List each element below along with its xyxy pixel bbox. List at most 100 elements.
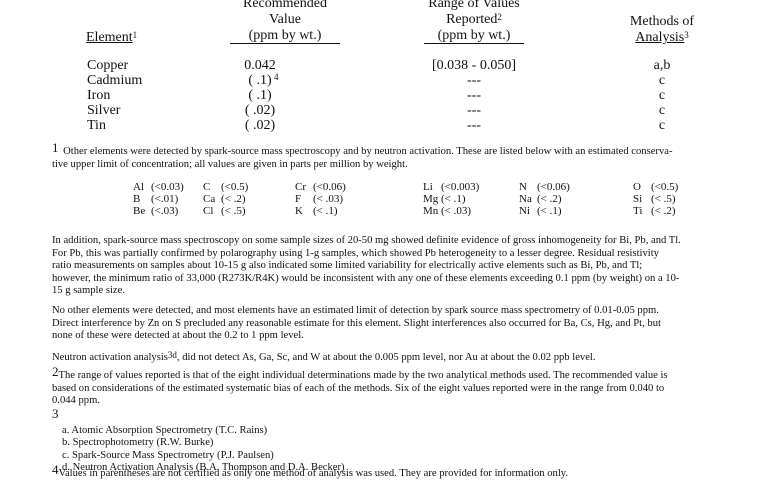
cell-methods: c [658, 73, 666, 88]
cell-range: --- [467, 118, 481, 133]
cell-methods: c [658, 118, 666, 133]
cell-element: Iron [87, 88, 111, 103]
element-symbol: F [295, 193, 302, 205]
header-range-line1: Range of Values [428, 0, 520, 11]
cell-range: --- [467, 103, 481, 118]
footnote-4: 4Values in parentheses are not certified… [52, 463, 569, 481]
element-limit: (<0.06) [537, 181, 570, 193]
paragraph-line: ratio measurements on samples about 10-1… [52, 260, 643, 272]
header-value: Recommended Value (ppm by wt.) [230, 0, 340, 44]
element-limit: (< .2) [651, 205, 676, 217]
footnote-mark: 2 [52, 364, 59, 379]
header-range: Range of Values Reported2 (ppm by wt.) [424, 0, 524, 44]
footnote-line: based on considerations of the estimated… [52, 382, 665, 394]
element-symbol: N [519, 181, 527, 193]
element-symbol: B [133, 193, 141, 205]
element-symbol: Mg [423, 193, 439, 205]
cell-element: Cadmium [87, 73, 143, 88]
footnote-ref: 2 [497, 12, 502, 22]
header-value-line2: Value [269, 12, 301, 27]
element-symbol: Ti [633, 205, 643, 217]
header-methods-line2: Analysis [635, 30, 685, 45]
header-range-line2: Reported [446, 12, 498, 27]
element-limit: (<0.5) [221, 181, 249, 193]
element-symbol: C [203, 181, 211, 193]
paragraph-line: No other elements were detected, and mos… [52, 305, 659, 316]
method-item: b. Spectrophotometry (R.W. Burke) [62, 437, 214, 449]
footnote-ref: 3 [684, 30, 689, 40]
footnote-ref: 1 [132, 30, 138, 40]
paragraph-text: , did not detect As, Ga, Sc, and W at ab… [176, 352, 596, 363]
element-limit: (< .5) [221, 205, 246, 217]
element-symbol: Cr [295, 181, 306, 193]
header-value-unit: (ppm by wt.) [230, 28, 340, 44]
element-limit: (< .5) [651, 193, 676, 205]
header-methods-line1: Methods of [629, 14, 695, 29]
element-symbol: Mn [423, 205, 439, 217]
element-symbol: Be [133, 205, 146, 217]
element-limit: (< .03) [313, 193, 344, 205]
cell-element: Silver [87, 103, 121, 118]
paragraph-neutron: Neutron activation analysis3d, did not d… [52, 350, 596, 365]
element-limit: (< .03) [441, 205, 472, 217]
element-limit: (<.03) [151, 205, 179, 217]
cell-value: ( .02) [244, 103, 276, 118]
cell-range: --- [467, 73, 481, 88]
element-symbol: Na [519, 193, 532, 205]
footnote-mark: 3 [52, 406, 59, 421]
footnote-ref: 3d [167, 350, 177, 360]
cell-methods: c [658, 103, 666, 118]
paragraph-line: In addition, spark-source mass spectrosc… [52, 235, 681, 246]
cell-value: 0.042 [244, 58, 276, 73]
element-symbol: Si [633, 193, 643, 205]
element-limit: (< .2) [221, 193, 246, 205]
cell-element: Copper [87, 58, 129, 73]
footnote-ref: 4 [274, 72, 279, 82]
element-limit: (< .1) [441, 193, 466, 205]
cell-methods: a,b [653, 58, 671, 73]
footnote-line: Other elements were detected by spark-so… [63, 146, 673, 157]
header-range-unit: (ppm by wt.) [424, 28, 524, 44]
element-symbol: Ca [203, 193, 216, 205]
header-element-label: Element [86, 30, 133, 45]
element-symbol: Ni [519, 205, 530, 217]
paragraph-no-other: No other elements were detected, and mos… [52, 305, 661, 343]
footnote-2: 2The range of values reported is that of… [52, 365, 668, 408]
cell-range: [0.038 - 0.050] [432, 58, 516, 73]
element-symbol: Al [133, 181, 144, 193]
footnote-line: The range of values reported is that of … [58, 370, 668, 381]
element-limit: (< .1) [537, 205, 562, 217]
cell-element: Tin [87, 118, 106, 133]
cell-range: --- [467, 88, 481, 103]
method-item: a. Atomic Absorption Spectrometry (T.C. … [62, 424, 268, 436]
paragraph-line: none of these were detected at about the… [52, 330, 304, 342]
element-limit: (<0.003) [441, 181, 480, 193]
element-limit: (<0.5) [651, 181, 679, 193]
footnote-line: tive upper limit of concentration; all v… [52, 158, 408, 170]
paragraph-line: For Pb, this was partially confirmed by … [52, 247, 659, 259]
cell-value: ( .1) [248, 73, 272, 88]
element-symbol: O [633, 181, 641, 193]
method-item: c. Spark-Source Mass Spectrometry (P.J. … [62, 449, 274, 461]
element-limit: (<0.06) [313, 181, 346, 193]
footnote-mark: 1 [52, 140, 59, 155]
paragraph-inhomogeneity: In addition, spark-source mass spectrosc… [52, 235, 681, 298]
element-limit: (< .1) [313, 205, 338, 217]
paragraph-line: Direct interference by Zn on S precluded… [52, 317, 661, 329]
element-limit: (<.01) [151, 193, 179, 205]
footnote-text: Values in parentheses are not certified … [58, 468, 569, 479]
paragraph-text: Neutron activation analysis [52, 352, 168, 363]
footnote-1: 1 Other elements were detected by spark-… [52, 141, 673, 171]
paragraph-line: however, the minimum ratio of 33,000 (R2… [52, 272, 680, 284]
cell-value: ( .02) [244, 118, 276, 133]
footnote-mark: 4 [52, 462, 59, 477]
element-limit: (<0.03) [151, 181, 184, 193]
element-limit: (< .2) [537, 193, 562, 205]
cell-methods: c [658, 88, 666, 103]
paragraph-line: 15 g sample size. [52, 285, 125, 297]
header-methods: Methods of Analysis3 [612, 14, 712, 46]
cell-value: ( .1) [248, 88, 272, 103]
element-symbol: Li [423, 181, 433, 193]
method-item: d. Neutron Activation Analysis (B.A. Tho… [62, 462, 345, 474]
element-symbol: K [295, 205, 303, 217]
